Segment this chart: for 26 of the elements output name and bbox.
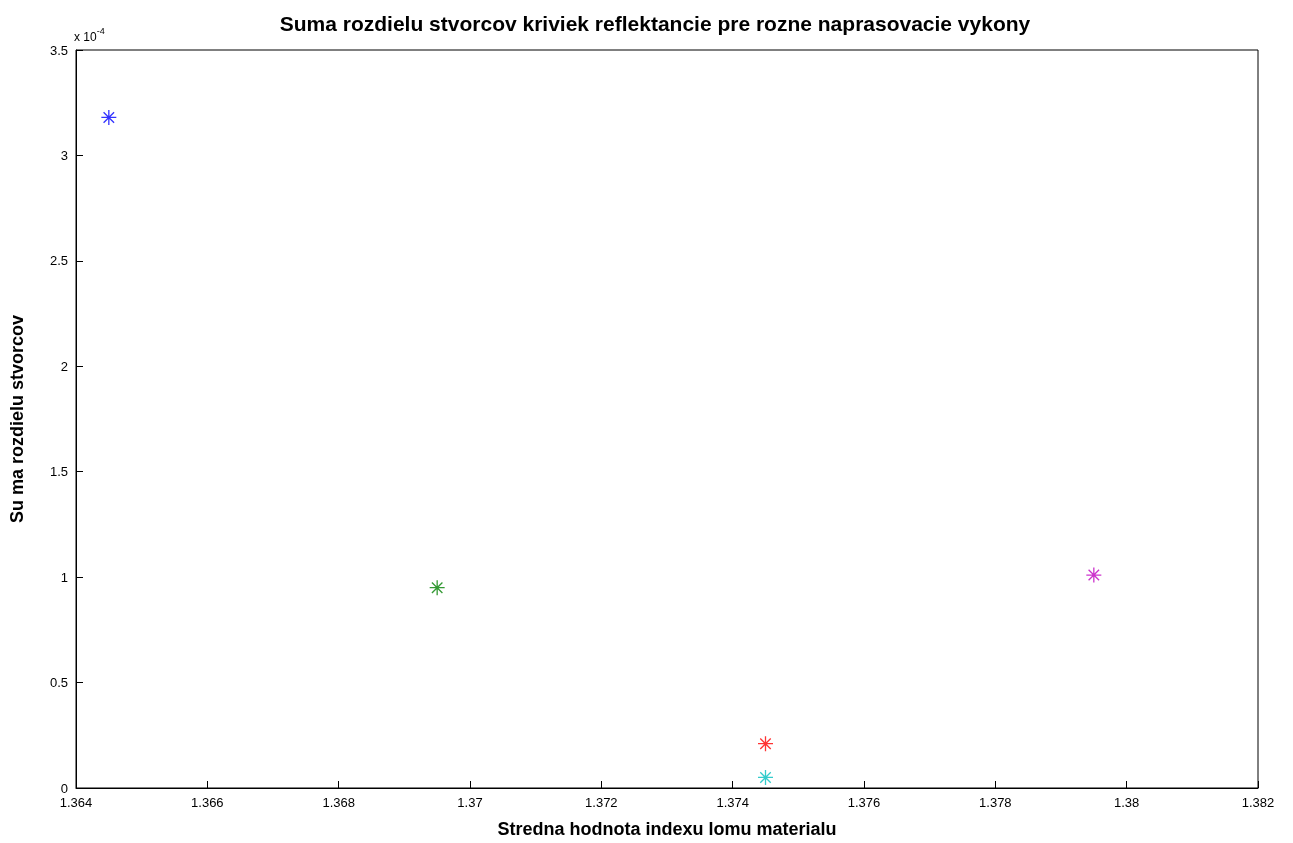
y-tick-label: 2	[60, 358, 68, 374]
x-tick-label: 1.378	[979, 795, 1012, 810]
y-tick-label: 1	[60, 569, 68, 585]
y-tick-label: 0	[60, 780, 68, 796]
y-tick-label: 0.5	[49, 675, 68, 691]
point	[757, 735, 774, 752]
x-tick-label: 1.374	[716, 795, 749, 810]
x-tick-label: 1.372	[585, 795, 618, 810]
y-tick-label: 3.5	[49, 42, 68, 58]
chart-title: Suma rozdielu stvorcov kriviek reflektancie pre rozne naprasovacie vykony	[279, 12, 1031, 35]
x-axis-title: Stredna hodnota indexu lomu materialu	[497, 819, 837, 839]
point	[429, 579, 446, 596]
point	[1085, 566, 1102, 584]
x-tick-label: 1.366	[191, 795, 224, 810]
y-tick-label: 3	[60, 147, 68, 163]
point	[757, 769, 774, 786]
y-tick-label: 1.5	[49, 464, 68, 480]
y-axis-title: Su ma rozdielu stvorcov	[7, 314, 27, 524]
x-tick-label: 1.38	[1114, 795, 1140, 810]
x-tick-label: 1.364	[59, 795, 93, 810]
x-tick-label: 1.382	[1241, 795, 1275, 810]
point	[100, 109, 117, 126]
x-tick-label: 1.37	[457, 795, 483, 810]
x-tick-label: 1.376	[847, 795, 881, 810]
y-tick-label: 2.5	[49, 253, 68, 269]
x-tick-label: 1.368	[322, 795, 355, 810]
